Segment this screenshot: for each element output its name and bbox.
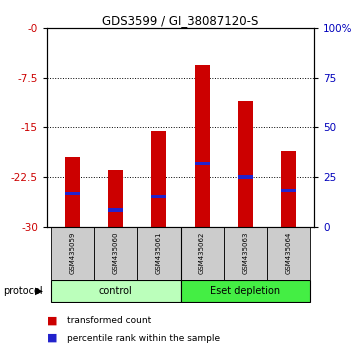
Text: GSM435063: GSM435063 [242, 232, 248, 274]
Bar [65, 157, 80, 227]
Text: GSM435062: GSM435062 [199, 232, 205, 274]
Bar [151, 131, 166, 227]
Bar [267, 227, 310, 280]
Bar [108, 170, 123, 227]
Bar [51, 280, 180, 302]
Text: percentile rank within the sample: percentile rank within the sample [67, 333, 220, 343]
Text: control: control [99, 286, 133, 296]
Bar [180, 280, 310, 302]
Text: GSM435060: GSM435060 [113, 232, 119, 274]
Bar [94, 227, 138, 280]
Bar [281, 150, 296, 227]
Bar [51, 227, 94, 280]
Bar [238, 175, 253, 179]
Bar [180, 227, 223, 280]
Text: ■: ■ [47, 315, 57, 325]
Bar [65, 192, 80, 195]
Text: GSM435059: GSM435059 [70, 232, 76, 274]
Text: transformed count: transformed count [67, 316, 151, 325]
Text: protocol: protocol [4, 286, 43, 296]
Bar [108, 209, 123, 212]
Bar [151, 195, 166, 199]
Bar [195, 162, 210, 165]
Text: GSM435061: GSM435061 [156, 232, 162, 274]
Text: ■: ■ [47, 333, 57, 343]
Bar [223, 227, 267, 280]
Text: GSM435064: GSM435064 [285, 232, 291, 274]
Bar [195, 65, 210, 227]
Text: Eset depletion: Eset depletion [210, 286, 280, 296]
Text: ▶: ▶ [35, 286, 43, 296]
Bar [138, 227, 180, 280]
Bar [281, 189, 296, 192]
Title: GDS3599 / GI_38087120-S: GDS3599 / GI_38087120-S [102, 14, 259, 27]
Bar [238, 101, 253, 227]
